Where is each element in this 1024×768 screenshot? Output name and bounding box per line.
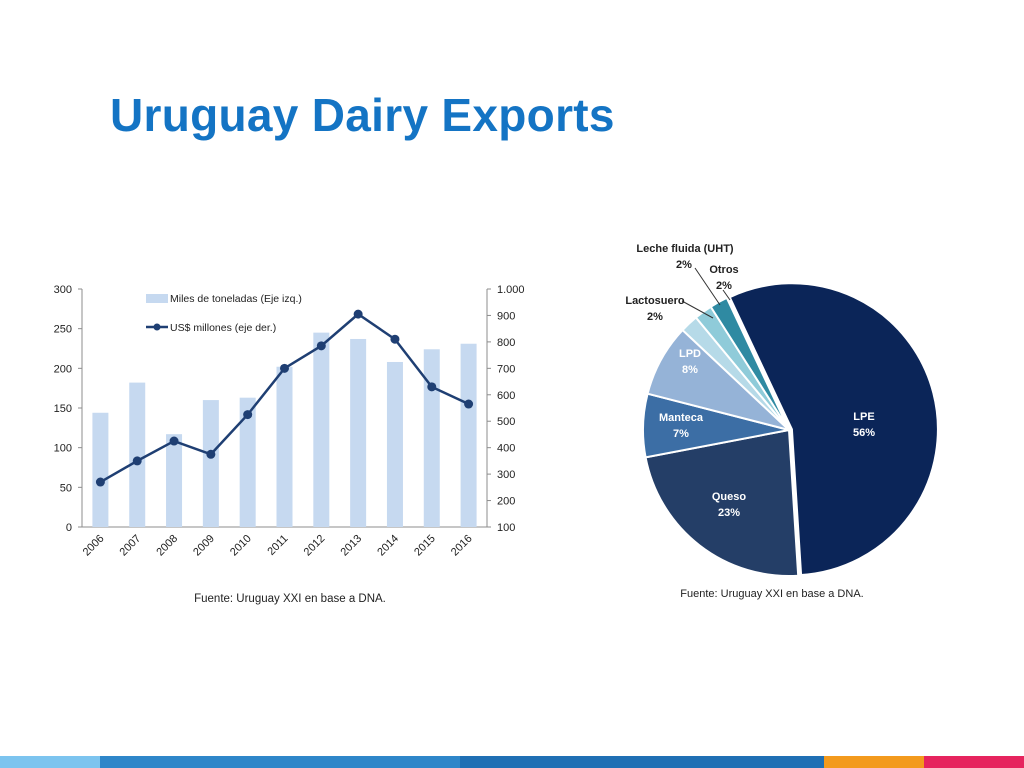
line-point <box>427 382 437 392</box>
right-tick-label: 400 <box>497 443 515 455</box>
line-point <box>132 456 142 466</box>
slice-label: LPD <box>679 348 701 360</box>
bar <box>313 332 330 527</box>
bar <box>460 343 477 527</box>
line-point <box>243 410 253 420</box>
slice-pct: 56% <box>853 427 875 439</box>
slice-pct: 7% <box>673 428 689 440</box>
slice-label: Lactosuero <box>625 295 685 307</box>
right-tick-label: 300 <box>497 469 515 481</box>
legend-swatch-point <box>153 323 161 331</box>
line-point <box>353 309 363 319</box>
slice-label: Otros <box>709 264 738 276</box>
right-tick-label: 200 <box>497 496 515 508</box>
footer-segment <box>924 756 1024 768</box>
slice-label: Queso <box>712 491 747 503</box>
slice-label: LPE <box>853 411 874 423</box>
bar <box>386 361 403 527</box>
slice-label: Leche fluida (UHT) <box>636 243 734 255</box>
pie-slice <box>709 296 790 431</box>
bar <box>276 366 293 527</box>
right-tick-label: 100 <box>497 522 515 534</box>
slice-pct: 2% <box>676 259 692 271</box>
slide-title: Uruguay Dairy Exports <box>110 89 615 141</box>
legend-swatch-bar <box>146 294 168 303</box>
right-tick-label: 700 <box>497 363 515 375</box>
pie-slice <box>728 282 939 577</box>
bar <box>129 382 146 527</box>
left-tick-label: 100 <box>54 443 72 455</box>
leader-line <box>681 300 714 319</box>
footer-segment <box>824 756 924 768</box>
left-tick-label: 0 <box>66 522 72 534</box>
bar <box>202 400 219 527</box>
line-point <box>95 477 105 487</box>
right-tick-label: 600 <box>497 390 515 402</box>
pie-slice <box>644 428 800 577</box>
footer-color-bar <box>0 756 1024 768</box>
right-tick-label: 900 <box>497 310 515 322</box>
legend-label: Miles de toneladas (Eje izq.) <box>170 293 302 305</box>
slice-pct: 2% <box>647 311 663 323</box>
slice-pct: 23% <box>718 507 740 519</box>
footer-segment <box>100 756 460 768</box>
footer-segment <box>460 756 824 768</box>
left-tick-label: 150 <box>54 403 72 415</box>
slice-label: Manteca <box>659 412 704 424</box>
line-point <box>316 341 326 351</box>
footer-segment <box>0 756 100 768</box>
chart-source: Fuente: Uruguay XXI en base a DNA. <box>194 593 386 605</box>
left-tick-label: 200 <box>54 363 72 375</box>
line-point <box>206 449 216 459</box>
line-point <box>280 363 289 373</box>
bar <box>92 412 109 527</box>
right-tick-label: 800 <box>497 337 515 349</box>
legend-label: US$ millones (eje der.) <box>170 322 276 334</box>
right-tick-label: 1.000 <box>497 284 525 296</box>
bar <box>239 397 256 527</box>
leader-line <box>722 289 731 301</box>
slice-pct: 8% <box>682 364 698 376</box>
left-tick-label: 250 <box>54 324 72 336</box>
left-tick-label: 300 <box>54 284 72 296</box>
line-point <box>169 436 179 446</box>
slice-pct: 2% <box>716 280 732 292</box>
bar <box>423 349 440 527</box>
line-point <box>390 334 400 344</box>
left-tick-label: 50 <box>60 482 72 494</box>
bar <box>350 338 367 527</box>
leader-line <box>694 267 721 306</box>
right-tick-label: 500 <box>497 416 515 428</box>
pie-source: Fuente: Uruguay XXI en base a DNA. <box>680 588 863 600</box>
bar <box>166 434 183 527</box>
line-point <box>464 399 474 409</box>
